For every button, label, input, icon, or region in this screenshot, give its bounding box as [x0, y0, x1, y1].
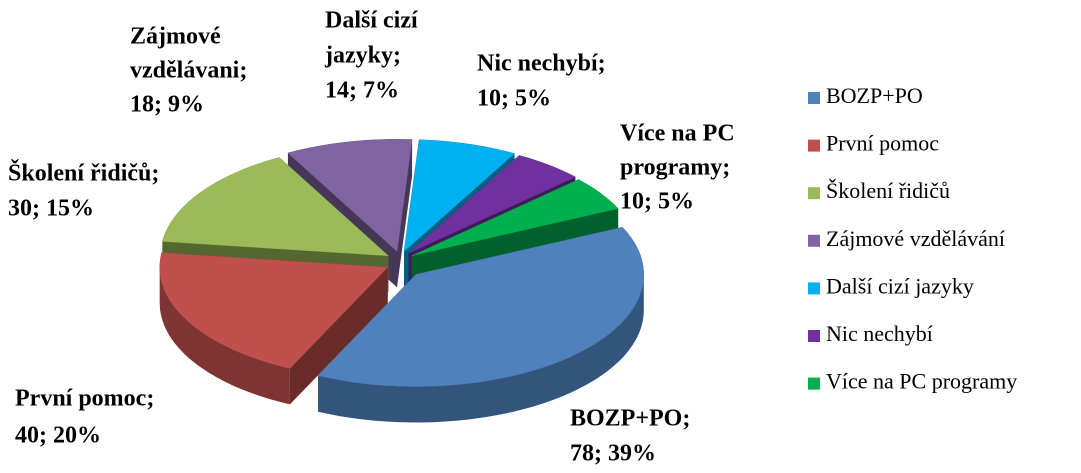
- data-label: vzdělávani;: [130, 58, 247, 84]
- data-label: První pomoc;: [15, 386, 154, 412]
- data-label: programy;: [620, 155, 730, 181]
- data-label: 78; 39%: [570, 441, 656, 467]
- slice: [403, 139, 516, 253]
- data-label: 10; 5%: [620, 189, 694, 215]
- legend-swatch: [808, 330, 820, 342]
- slice: [317, 226, 644, 387]
- legend-swatch: [808, 92, 820, 104]
- legend-label: Více na PC programy: [826, 369, 1017, 394]
- legend-swatch: [808, 282, 820, 295]
- data-label: Zájmové: [130, 24, 221, 50]
- data-label: Další cizí: [325, 8, 418, 34]
- data-label: 18; 9%: [130, 92, 204, 118]
- slice: [161, 157, 390, 257]
- slice: [408, 155, 576, 254]
- slice-wall: [397, 139, 413, 288]
- legend-label: BOZP+PO: [826, 83, 923, 108]
- legend-label: Nic nechybí: [826, 321, 933, 346]
- legend-label: Školení řidičů: [826, 178, 950, 203]
- data-label: jazyky;: [324, 43, 401, 69]
- data-label: Školení řidičů;: [8, 160, 159, 187]
- data-label: Více na PC: [620, 121, 735, 147]
- legend-swatch: [808, 234, 820, 247]
- slice: [287, 139, 413, 252]
- data-label: 30; 15%: [8, 196, 94, 222]
- legend-swatch: [808, 139, 820, 152]
- legend-label: Zájmové vzdělávání: [826, 226, 1005, 251]
- legend-label: Další cizí jazyky: [826, 273, 974, 298]
- legend-swatch: [808, 377, 820, 390]
- slice: [159, 252, 389, 369]
- slice-side: [318, 274, 644, 423]
- legend-swatch: [808, 187, 820, 200]
- slice: [411, 179, 619, 257]
- data-label: 40; 20%: [15, 423, 101, 449]
- slice-side: [159, 267, 290, 405]
- data-label: 10; 5%: [477, 86, 551, 112]
- data-label: BOZP+PO;: [570, 406, 690, 432]
- data-label: Nic nechybí;: [477, 51, 606, 77]
- legend-label: První pomoc: [826, 131, 939, 156]
- data-label: 14; 7%: [325, 78, 399, 104]
